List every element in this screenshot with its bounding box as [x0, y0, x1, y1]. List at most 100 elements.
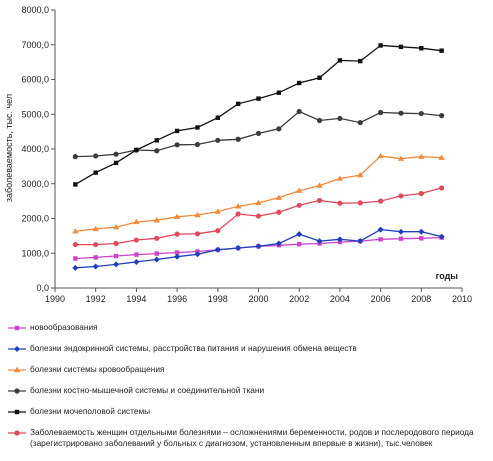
data-point: [174, 231, 180, 237]
data-point: [357, 238, 364, 245]
data-point: [316, 117, 323, 124]
data-point: [398, 110, 404, 116]
legend-label: болезни костно-мышечной системы и соедин…: [30, 385, 265, 395]
data-point: [154, 235, 160, 241]
x-tick-label: 2010: [452, 294, 472, 304]
data-point: [73, 256, 78, 261]
data-point: [297, 242, 302, 247]
legend-swatch: [8, 324, 26, 332]
data-point: [93, 170, 98, 175]
data-point: [133, 258, 140, 265]
data-point: [276, 209, 282, 215]
data-point: [255, 243, 262, 250]
x-axis-label: годы: [436, 271, 459, 281]
data-point: [275, 240, 282, 247]
data-point: [336, 175, 344, 181]
data-point: [174, 250, 180, 255]
series-5: [73, 43, 444, 187]
y-tick-label: 4000,0: [21, 144, 49, 154]
data-point: [296, 187, 303, 193]
data-point: [398, 44, 404, 50]
data-point: [255, 199, 262, 206]
data-point: [73, 182, 78, 187]
legend-item: новообразования: [8, 322, 490, 333]
legend-label: болезни эндокринной системы, расстройств…: [30, 343, 357, 353]
data-point: [276, 126, 282, 132]
data-point: [397, 155, 405, 161]
data-point: [235, 101, 241, 107]
data-point: [234, 203, 242, 209]
data-point: [92, 263, 99, 270]
data-point: [153, 256, 160, 263]
data-point: [357, 119, 363, 126]
data-point: [215, 228, 221, 234]
data-point: [93, 241, 99, 248]
data-point: [438, 233, 445, 240]
data-point: [275, 194, 283, 200]
data-point: [174, 253, 181, 260]
data-point: [276, 90, 282, 95]
data-point: [358, 58, 363, 64]
y-axis-label: заболеваемость, тыс. чел: [4, 94, 14, 202]
y-tick-label: 0,0: [36, 283, 49, 293]
series-6: [72, 185, 445, 248]
data-point: [174, 128, 180, 134]
data-point: [235, 136, 241, 142]
data-point: [439, 48, 444, 53]
legend-item: болезни системы кровообращения: [8, 364, 490, 375]
data-point: [194, 211, 201, 218]
data-point: [336, 236, 343, 243]
data-point: [297, 80, 302, 86]
data-point: [214, 246, 221, 253]
data-point: [418, 190, 424, 197]
data-point: [418, 228, 425, 235]
y-tick-label: 7000,0: [21, 40, 49, 50]
data-point: [153, 217, 160, 223]
data-point: [113, 253, 119, 259]
legend-swatch: [8, 429, 26, 437]
legend-swatch: [8, 366, 26, 374]
legend-marker: [14, 325, 20, 331]
data-point: [72, 154, 78, 160]
data-point: [296, 231, 303, 238]
data-point: [214, 208, 221, 214]
data-point: [418, 153, 425, 159]
data-point: [133, 218, 140, 225]
data-point: [439, 185, 445, 191]
data-point: [398, 193, 404, 199]
legend-item: болезни костно-мышечной системы и соедин…: [8, 385, 490, 396]
x-tick-label: 1990: [45, 294, 65, 304]
line-chart: 0,0 1000,0 2000,0 3000,0 4000,0 5000,0 6000,0 7…: [4, 5, 472, 304]
data-point: [337, 115, 343, 122]
data-point: [255, 130, 262, 136]
x-tick-label: 1996: [167, 294, 187, 304]
data-point: [113, 160, 119, 166]
data-point: [134, 252, 139, 257]
data-point: [255, 213, 262, 219]
data-point: [93, 153, 99, 159]
x-tick-label: 2008: [411, 294, 431, 304]
data-point: [337, 200, 343, 206]
y-tick-label: 2000,0: [21, 214, 49, 224]
data-point: [194, 231, 201, 237]
data-point: [133, 237, 139, 243]
data-point: [378, 109, 384, 116]
data-point: [92, 225, 99, 232]
y-tick-label: 8000,0: [21, 5, 49, 15]
y-tick-labels: 0,0 1000,0 2000,0 3000,0 4000,0 5000,0 6000,0 7…: [21, 5, 49, 293]
data-point: [317, 75, 322, 80]
data-point: [378, 237, 383, 242]
data-point: [72, 228, 79, 234]
legend-marker: [14, 388, 20, 394]
legend-label: новообразования: [30, 322, 98, 332]
data-point: [296, 108, 302, 115]
data-point: [154, 148, 160, 154]
series-group: [72, 43, 445, 271]
data-point: [174, 142, 180, 148]
data-point: [357, 171, 364, 178]
data-point: [419, 46, 424, 51]
data-point: [418, 110, 424, 117]
series-2: [72, 226, 445, 271]
data-point: [357, 200, 363, 206]
legend-swatch: [8, 387, 26, 395]
